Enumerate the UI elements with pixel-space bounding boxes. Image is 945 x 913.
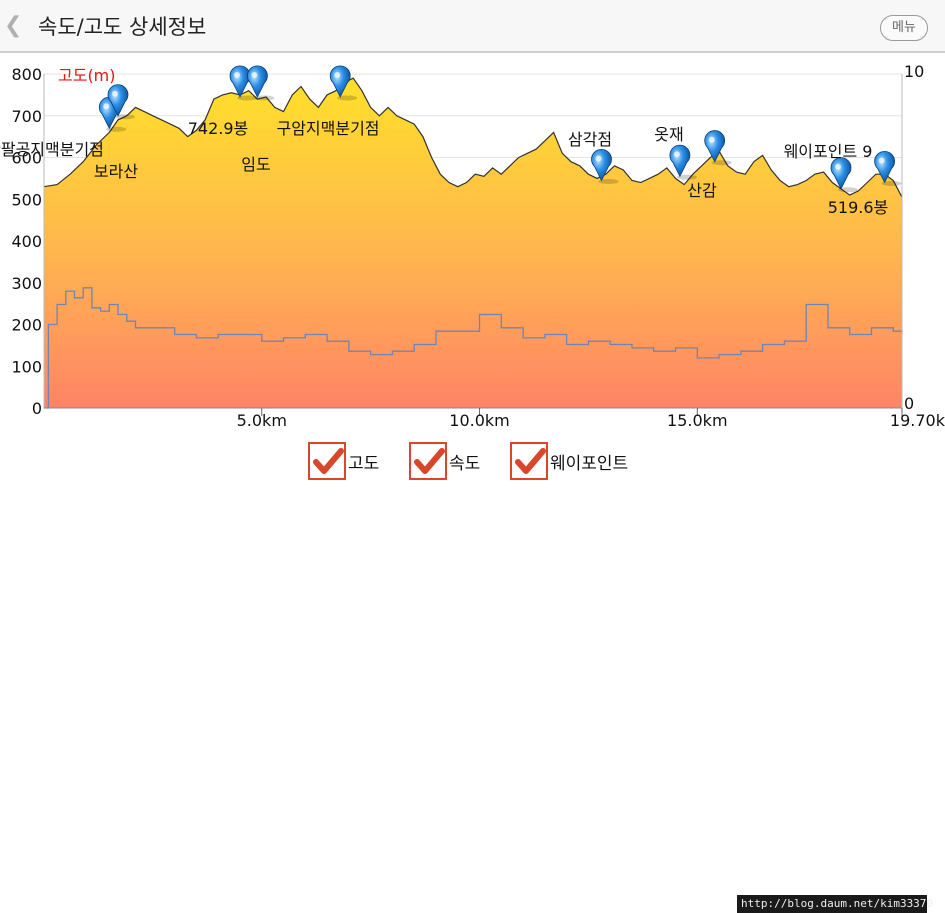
waypoint-pin-icon bbox=[329, 65, 358, 101]
pin-shadow bbox=[711, 160, 732, 166]
pin-highlight bbox=[112, 90, 118, 97]
legend-checkbox-altitude[interactable]: 고도 bbox=[308, 442, 379, 480]
waypoint-pin-icon bbox=[874, 150, 902, 186]
pin-shadow bbox=[881, 181, 902, 186]
checkmark-icon bbox=[313, 448, 344, 474]
page-title: 속도/고도 상세정보 bbox=[38, 15, 207, 39]
pin-highlight bbox=[234, 72, 240, 78]
checkbox[interactable] bbox=[308, 442, 346, 480]
y2-tick-label: 0 bbox=[904, 394, 914, 413]
pin-shadow bbox=[598, 179, 619, 184]
y-tick-label: 100 bbox=[11, 357, 42, 376]
pin-shadow bbox=[337, 95, 358, 101]
y-tick-label: 400 bbox=[11, 232, 42, 251]
pin-highlight bbox=[878, 157, 885, 164]
pin-shadow bbox=[254, 95, 275, 101]
waypoint-label: 한팔공지맥분기점 bbox=[0, 140, 104, 159]
waypoint-label: 구암지맥분기점 bbox=[276, 119, 379, 138]
checkbox[interactable] bbox=[510, 442, 548, 480]
y-axis-label: 고도(m) bbox=[58, 66, 116, 85]
menu-button[interactable]: 메뉴 bbox=[880, 15, 928, 41]
waypoint-label: 임도 bbox=[241, 155, 270, 174]
back-button[interactable]: ❮ bbox=[4, 12, 24, 40]
legend-checkbox-speed[interactable]: 속도 bbox=[409, 442, 480, 480]
y-tick-label: 300 bbox=[11, 274, 42, 293]
x-tick-label: 15.0km bbox=[667, 411, 727, 430]
x-tick-label: 19.70k bbox=[890, 411, 945, 430]
x-tick-label: 5.0km bbox=[237, 411, 287, 430]
legend-checkbox-waypoint[interactable]: 웨이포인트 bbox=[510, 442, 628, 480]
waypoint-pin-icon bbox=[830, 157, 858, 193]
watermark-url: http://blog.daum.net/kim33370 bbox=[737, 895, 933, 913]
waypoint-label: 742.9봉 bbox=[188, 119, 249, 138]
pin-shadow bbox=[106, 126, 127, 132]
checkmark-icon bbox=[414, 448, 445, 474]
waypoint-label: 웨이포인트 9 bbox=[784, 142, 873, 161]
checkmark-icon bbox=[515, 448, 546, 474]
y-tick-label: 200 bbox=[11, 316, 42, 335]
app-header: ❮ 속도/고도 상세정보 메뉴 bbox=[0, 0, 945, 53]
speed-line bbox=[44, 287, 903, 409]
y-tick-label: 500 bbox=[11, 190, 42, 209]
altitude-area bbox=[44, 78, 902, 408]
pin-highlight bbox=[595, 155, 602, 162]
pin-highlight bbox=[251, 72, 258, 78]
legend-label: 웨이포인트 bbox=[550, 453, 629, 474]
y-tick-label: 0 bbox=[32, 399, 42, 418]
legend-label: 고도 bbox=[348, 453, 380, 474]
pin-shadow bbox=[676, 174, 697, 180]
pin-highlight bbox=[103, 103, 110, 110]
waypoint-label: 보라산 bbox=[94, 162, 138, 181]
pin-head bbox=[669, 144, 691, 178]
checkbox[interactable] bbox=[409, 442, 447, 480]
waypoint-pin-icon bbox=[229, 65, 257, 101]
waypoint-pin-icon bbox=[704, 130, 732, 166]
pin-highlight bbox=[673, 151, 680, 158]
waypoint-label: 옷재 bbox=[654, 125, 683, 144]
altitude-line bbox=[43, 77, 903, 198]
y-tick-label: 600 bbox=[11, 149, 42, 168]
waypoint-pin-icon bbox=[591, 148, 619, 184]
x-tick-label: 10.0km bbox=[449, 411, 509, 430]
pin-shadow bbox=[237, 95, 257, 101]
waypoint-label: 삼각점 bbox=[568, 130, 612, 149]
waypoint-pin-icon bbox=[669, 144, 697, 180]
pin-highlight bbox=[334, 72, 341, 78]
pin-shadow bbox=[838, 187, 858, 193]
waypoint-pin-icon bbox=[247, 65, 275, 101]
chevron-left-icon: ❮ bbox=[4, 13, 23, 38]
y-tick-label: 800 bbox=[11, 65, 42, 84]
waypoint-pin-icon bbox=[107, 84, 135, 120]
pin-shadow bbox=[115, 114, 135, 120]
waypoint-label: 519.6봉 bbox=[828, 198, 889, 217]
y2-tick-label: 10 bbox=[904, 62, 924, 81]
pin-highlight bbox=[708, 136, 715, 143]
legend-label: 속도 bbox=[449, 453, 481, 474]
pin-highlight bbox=[835, 163, 841, 170]
legend-bar: 고도 속도 웨이포인트 http://blog.daum.net/kim3337… bbox=[0, 436, 945, 913]
y-tick-label: 700 bbox=[11, 107, 42, 126]
waypoint-label: 산감 bbox=[687, 181, 717, 200]
